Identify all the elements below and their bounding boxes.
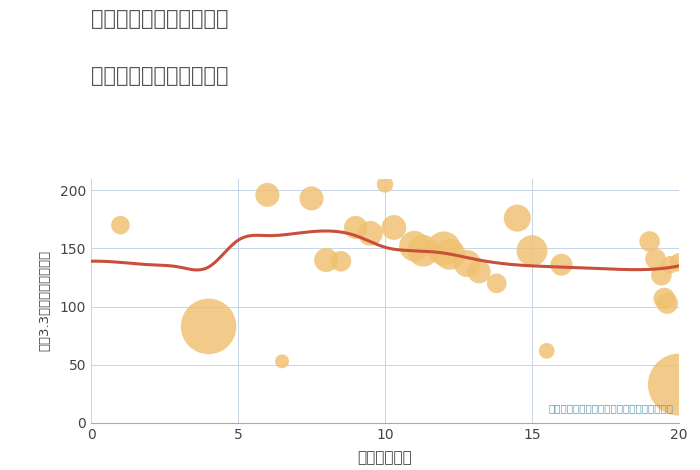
Point bbox=[409, 243, 420, 250]
Point bbox=[306, 195, 317, 202]
Point bbox=[462, 260, 473, 267]
Point bbox=[512, 214, 523, 222]
Point bbox=[673, 258, 685, 266]
Point bbox=[276, 358, 288, 365]
Point bbox=[262, 191, 273, 199]
Point bbox=[350, 224, 361, 231]
Point bbox=[491, 280, 503, 287]
Point bbox=[203, 322, 214, 330]
Point bbox=[321, 256, 332, 264]
Point bbox=[379, 180, 391, 188]
Point bbox=[115, 221, 126, 229]
Text: 円の大きさは、取引のあった物件面積を示す: 円の大きさは、取引のあった物件面積を示す bbox=[548, 403, 673, 413]
Point bbox=[650, 255, 661, 263]
Point bbox=[664, 261, 676, 268]
Point bbox=[659, 295, 670, 302]
Point bbox=[662, 299, 673, 307]
Point bbox=[673, 381, 685, 388]
Point bbox=[418, 247, 429, 255]
Point bbox=[656, 272, 667, 279]
Point bbox=[335, 258, 346, 265]
Point bbox=[541, 347, 552, 354]
Text: 駅距離別中古戸建て価格: 駅距離別中古戸建て価格 bbox=[91, 66, 228, 86]
Point bbox=[365, 229, 376, 237]
Point bbox=[438, 245, 449, 252]
Text: 東京都東久留米市滝山の: 東京都東久留米市滝山の bbox=[91, 9, 228, 30]
X-axis label: 駅距離（分）: 駅距離（分） bbox=[358, 450, 412, 465]
Point bbox=[526, 247, 538, 255]
Point bbox=[389, 224, 400, 231]
Point bbox=[444, 251, 455, 258]
Y-axis label: 坪（3.3㎡）単価（万円）: 坪（3.3㎡）単価（万円） bbox=[38, 250, 51, 352]
Point bbox=[473, 268, 484, 275]
Point bbox=[644, 238, 655, 245]
Point bbox=[556, 261, 567, 268]
